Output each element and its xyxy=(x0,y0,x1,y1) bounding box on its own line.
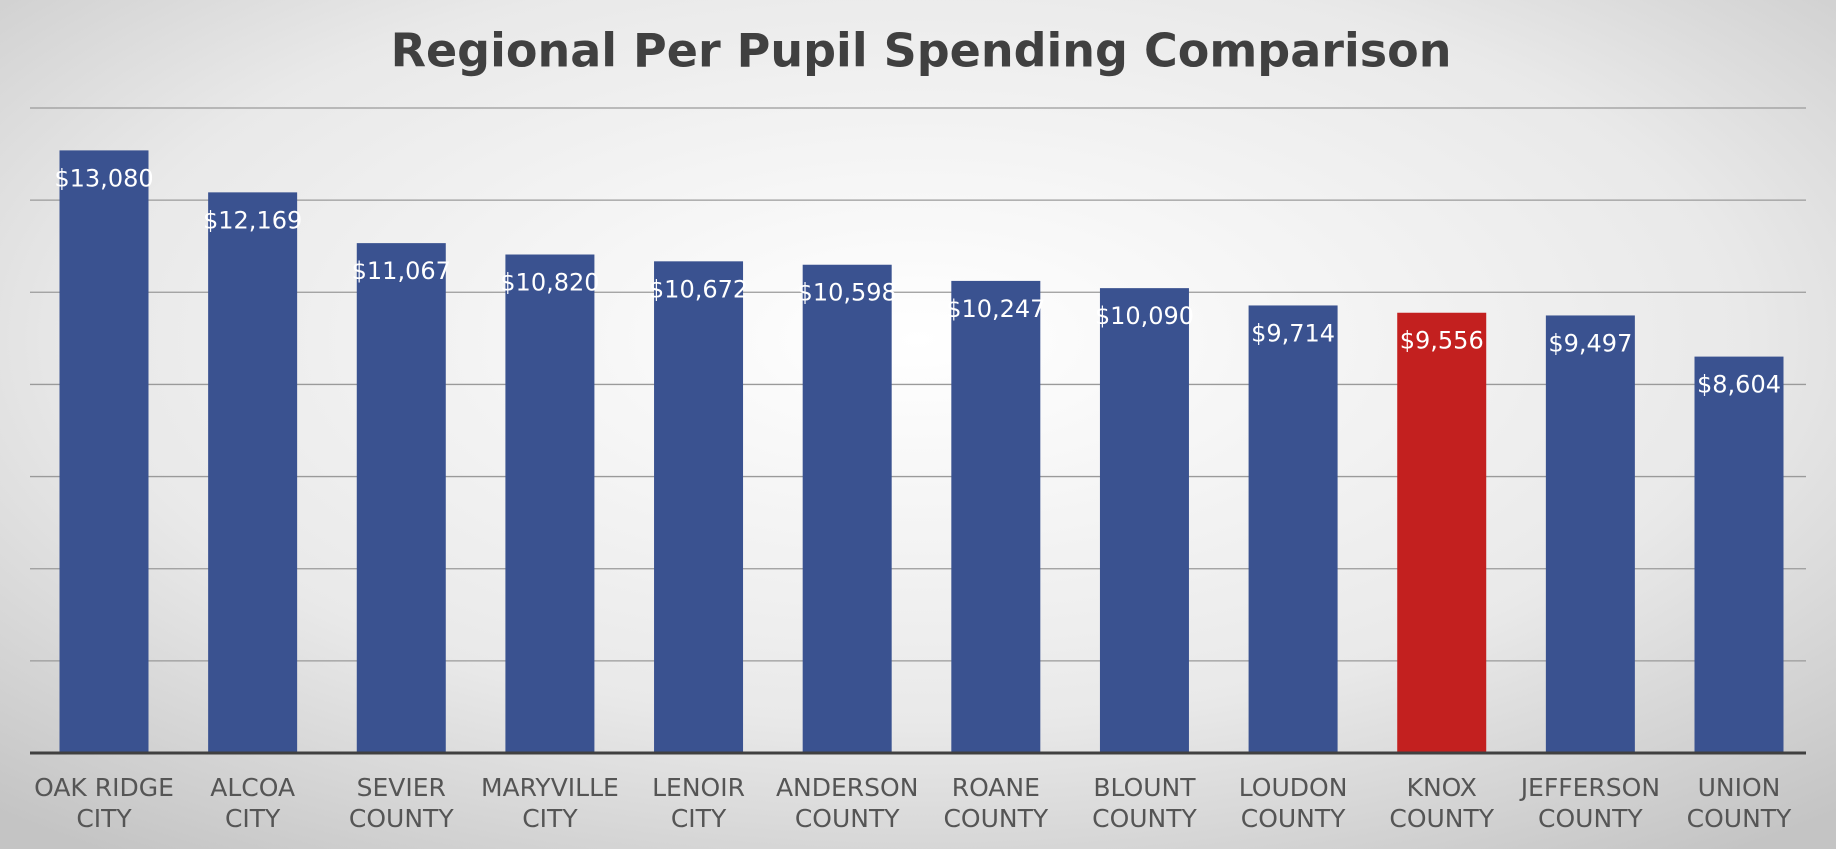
x-tick-label: UNION COUNTY xyxy=(1687,773,1792,833)
x-tick-label-line: ANDERSON xyxy=(776,773,918,802)
x-tick-label-line: COUNTY xyxy=(349,804,454,833)
x-tick-label-line: LENOIR xyxy=(652,773,745,802)
x-tick-label-line: COUNTY xyxy=(795,804,900,833)
x-tick-label-line: KNOX xyxy=(1407,773,1477,802)
x-tick-label-line: UNION xyxy=(1698,773,1781,802)
x-tick-label-line: SEVIER xyxy=(357,773,446,802)
value-label: $10,090 xyxy=(1095,302,1194,330)
bar xyxy=(356,243,446,753)
value-label: $10,672 xyxy=(649,275,748,303)
x-tick-label-line: COUNTY xyxy=(1241,804,1346,833)
bar xyxy=(1545,315,1635,753)
x-tick-label: LENOIR CITY xyxy=(652,773,745,833)
x-tick-label: BLOUNT COUNTY xyxy=(1092,773,1197,833)
x-tick-label-line: LOUDON xyxy=(1239,773,1348,802)
value-label: $13,080 xyxy=(54,164,153,192)
chart-title: Regional Per Pupil Spending Comparison xyxy=(391,24,1452,78)
x-tick-label-line: COUNTY xyxy=(1092,804,1197,833)
x-tick-label: JEFFERSON COUNTY xyxy=(1519,773,1660,833)
x-tick-label: ALCOA CITY xyxy=(210,773,295,833)
bar xyxy=(208,192,298,753)
value-label: $9,556 xyxy=(1400,327,1484,355)
value-label: $11,067 xyxy=(352,257,451,285)
bar xyxy=(1397,312,1487,753)
x-tick-label-line: COUNTY xyxy=(943,804,1048,833)
value-label: $10,820 xyxy=(500,269,599,297)
bar xyxy=(654,261,744,753)
x-tick-label: LOUDON COUNTY xyxy=(1239,773,1348,833)
x-tick-label-line: OAK RIDGE xyxy=(34,773,174,802)
x-tick-label-line: CITY xyxy=(76,804,132,833)
x-tick-label-line: ROANE xyxy=(952,773,1040,802)
bar xyxy=(951,280,1041,753)
bar xyxy=(505,254,595,753)
value-label: $9,497 xyxy=(1548,329,1632,357)
x-tick-label: MARYVILLE CITY xyxy=(481,773,619,833)
x-tick-label: SEVIER COUNTY xyxy=(349,773,454,833)
x-tick-label-line: CITY xyxy=(225,804,281,833)
x-tick-label-line: BLOUNT xyxy=(1093,773,1196,802)
x-tick-label-line: CITY xyxy=(522,804,578,833)
bar xyxy=(1099,288,1189,753)
bar xyxy=(59,150,149,753)
x-tick-label: ROANE COUNTY xyxy=(943,773,1048,833)
value-label: $10,247 xyxy=(946,295,1045,323)
bar xyxy=(802,264,892,753)
value-label: $10,598 xyxy=(798,279,897,307)
x-tick-label-line: CITY xyxy=(671,804,727,833)
x-tick-label-line: COUNTY xyxy=(1687,804,1792,833)
x-tick-label-line: COUNTY xyxy=(1389,804,1494,833)
bar xyxy=(1248,305,1338,753)
value-label: $12,169 xyxy=(203,206,302,234)
x-tick-label-line: MARYVILLE xyxy=(481,773,619,802)
x-tick-label: KNOX COUNTY xyxy=(1389,773,1494,833)
bar xyxy=(1694,356,1784,753)
x-tick-label-line: JEFFERSON xyxy=(1519,773,1660,802)
x-tick-label-line: COUNTY xyxy=(1538,804,1643,833)
x-tick-label: OAK RIDGE CITY xyxy=(34,773,174,833)
x-tick-label-line: ALCOA xyxy=(210,773,295,802)
value-label: $8,604 xyxy=(1697,371,1781,399)
value-label: $9,714 xyxy=(1251,319,1335,347)
x-tick-label: ANDERSON COUNTY xyxy=(776,773,918,833)
